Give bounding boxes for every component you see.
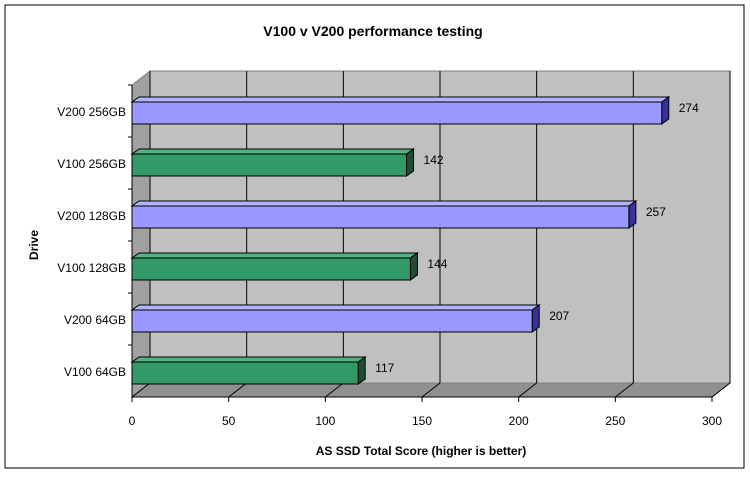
bar-end-face — [406, 148, 415, 177]
data-label: 207 — [549, 309, 569, 323]
gridline-floor — [325, 382, 344, 398]
bar-front-face — [131, 257, 411, 281]
chart-title: V100 v V200 performance testing — [263, 23, 482, 39]
gridline-floor — [615, 382, 634, 398]
data-label: 274 — [679, 101, 699, 115]
category-label: V200 256GB — [57, 105, 126, 119]
category-label: V100 128GB — [57, 261, 126, 275]
x-tick-label: 0 — [129, 414, 136, 428]
category-label: V200 128GB — [57, 209, 126, 223]
bar — [130, 356, 367, 385]
bar-front-face — [131, 101, 663, 125]
bar — [130, 304, 541, 333]
bar-top-face — [130, 200, 638, 207]
x-tick-label: 200 — [509, 414, 529, 428]
gridline-floor — [228, 382, 247, 398]
x-tick-label: 50 — [222, 414, 236, 428]
bar — [130, 96, 671, 125]
bar-end-face — [628, 200, 637, 229]
x-tick-label: 100 — [315, 414, 335, 428]
bar-top-face — [130, 356, 367, 363]
bar-front-face — [131, 361, 359, 385]
bar — [130, 148, 416, 177]
bar-end-face — [409, 252, 418, 281]
category-label: V100 64GB — [64, 365, 126, 379]
bar-top-face — [130, 148, 416, 155]
data-label: 117 — [375, 361, 394, 375]
bar-top-face — [130, 252, 419, 259]
gridline-floor — [711, 382, 731, 398]
bar — [130, 200, 638, 229]
x-axis-title: AS SSD Total Score (higher is better) — [316, 444, 526, 458]
gridline-floor — [518, 382, 537, 398]
y-axis-title: Drive — [27, 230, 41, 260]
x-tick-label: 250 — [605, 414, 625, 428]
x-tick-label: 300 — [702, 414, 722, 428]
bar-top-face — [130, 96, 671, 103]
data-label: 142 — [424, 153, 444, 167]
data-label: 144 — [427, 257, 447, 271]
bar-end-face — [357, 356, 366, 385]
category-label: V100 256GB — [57, 157, 126, 171]
bar-top-face — [130, 304, 541, 311]
bar-front-face — [131, 153, 408, 177]
gridline-floor — [421, 382, 441, 398]
bar-front-face — [131, 309, 533, 333]
data-label: 257 — [646, 205, 666, 219]
bar-end-face — [531, 304, 540, 333]
gridline-floor — [131, 382, 151, 398]
bar-front-face — [131, 205, 630, 229]
x-tick-label: 150 — [412, 414, 432, 428]
category-label: V200 64GB — [64, 313, 126, 327]
bar-end-face — [661, 96, 670, 125]
bar — [130, 252, 419, 281]
